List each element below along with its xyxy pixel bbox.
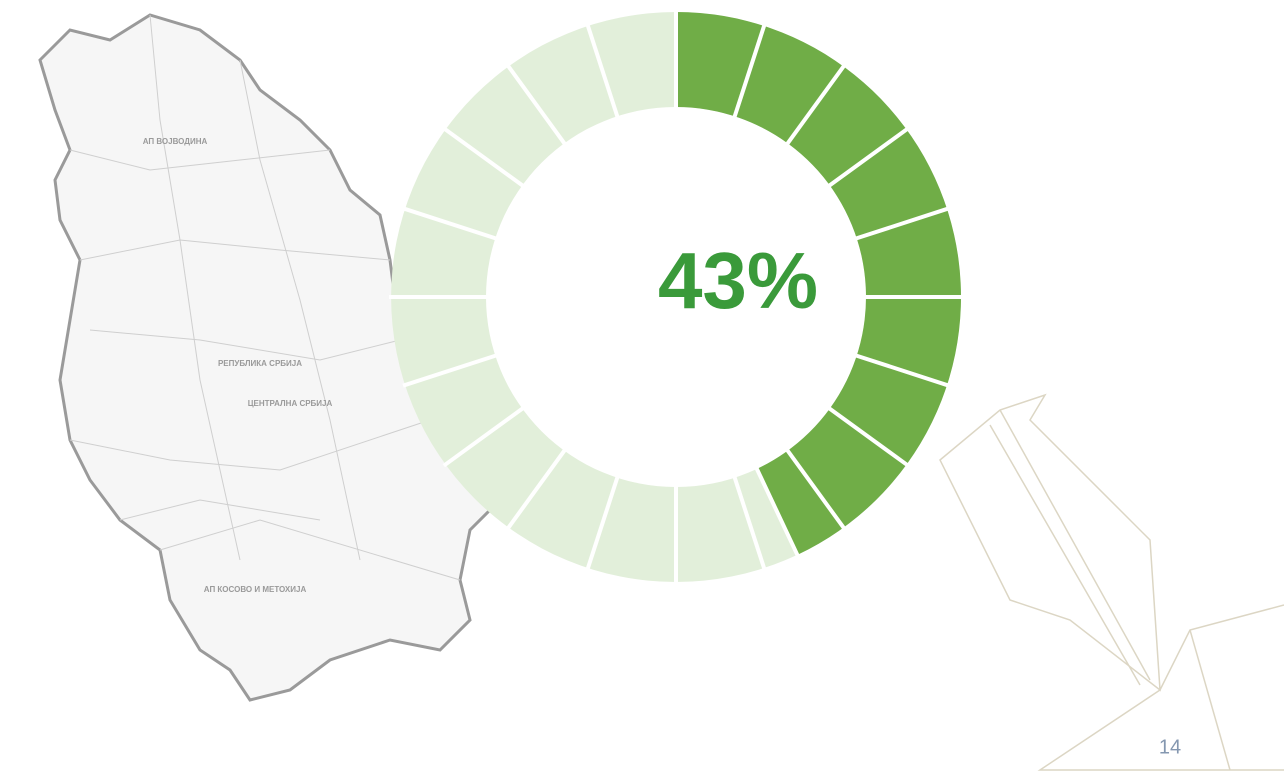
- map-label: ЦЕНТРАЛНА СРБИЈА: [248, 399, 333, 408]
- page-number: 14: [1159, 736, 1181, 758]
- center-label: 43%: [658, 236, 818, 325]
- segment-gap: [505, 63, 568, 147]
- map-outline: [38, 13, 502, 702]
- segment-gap: [442, 405, 526, 468]
- segment-gap: [784, 63, 847, 147]
- segment-gap: [732, 475, 767, 571]
- donut-chart: 43%: [389, 10, 963, 584]
- segment-gap: [585, 475, 620, 571]
- segment-gap: [732, 23, 767, 119]
- decoration: [939, 393, 1284, 771]
- segment-gap: [585, 23, 620, 119]
- map-label: АП КОСОВО И МЕТОХИЈА: [204, 585, 307, 594]
- segment-gap: [505, 447, 568, 531]
- segment-gap: [402, 353, 498, 388]
- segment-gap: [854, 206, 950, 241]
- segment-gap: [854, 353, 950, 388]
- segment-gap: [754, 466, 801, 558]
- donut-value: [676, 12, 961, 555]
- map: АП ВОЈВОДИНА РЕПУБЛИКА СРБИЈА ЦЕНТРАЛНА …: [38, 13, 502, 702]
- segment-gap: [442, 126, 526, 189]
- segment-gap: [402, 206, 498, 241]
- map-label: АП ВОЈВОДИНА: [143, 137, 208, 146]
- segment-gap: [826, 405, 910, 468]
- segment-gap: [784, 447, 847, 531]
- segment-gap: [826, 126, 910, 189]
- map-label: РЕПУБЛИКА СРБИЈА: [218, 359, 302, 368]
